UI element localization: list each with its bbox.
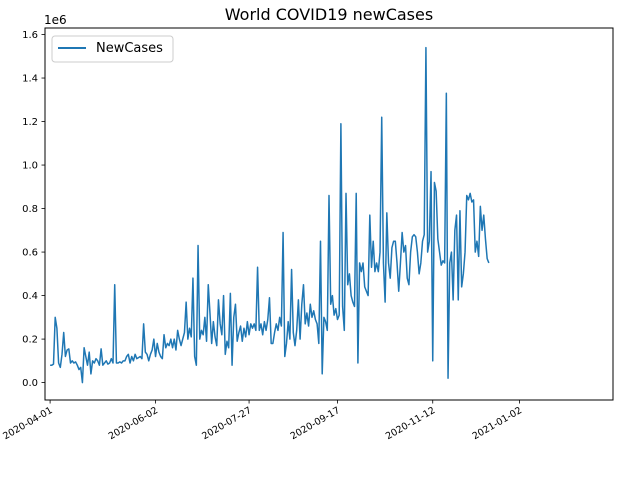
y-tick-label: 1.0 bbox=[22, 161, 38, 172]
legend-label: NewCases bbox=[96, 41, 163, 56]
y-tick-label: 0.4 bbox=[22, 291, 38, 302]
series-line-0 bbox=[50, 46, 490, 384]
plot-area bbox=[50, 46, 490, 384]
y-tick-label: 0.6 bbox=[22, 248, 38, 259]
y-tick-label: 1.2 bbox=[22, 117, 38, 128]
y-tick-label: 0.0 bbox=[22, 378, 38, 389]
chart-title: World COVID19 newCases bbox=[225, 5, 433, 24]
y-tick-label: 1.6 bbox=[22, 30, 38, 41]
legend-box bbox=[51, 35, 174, 63]
y-tick-label: 0.8 bbox=[22, 204, 38, 215]
y-tick-label: 1.4 bbox=[22, 74, 38, 85]
y-tick-label: 0.2 bbox=[22, 335, 38, 346]
legend: NewCases bbox=[51, 35, 174, 63]
y-axis-offset-label: 1e6 bbox=[44, 13, 67, 27]
plot-frame bbox=[44, 27, 614, 401]
